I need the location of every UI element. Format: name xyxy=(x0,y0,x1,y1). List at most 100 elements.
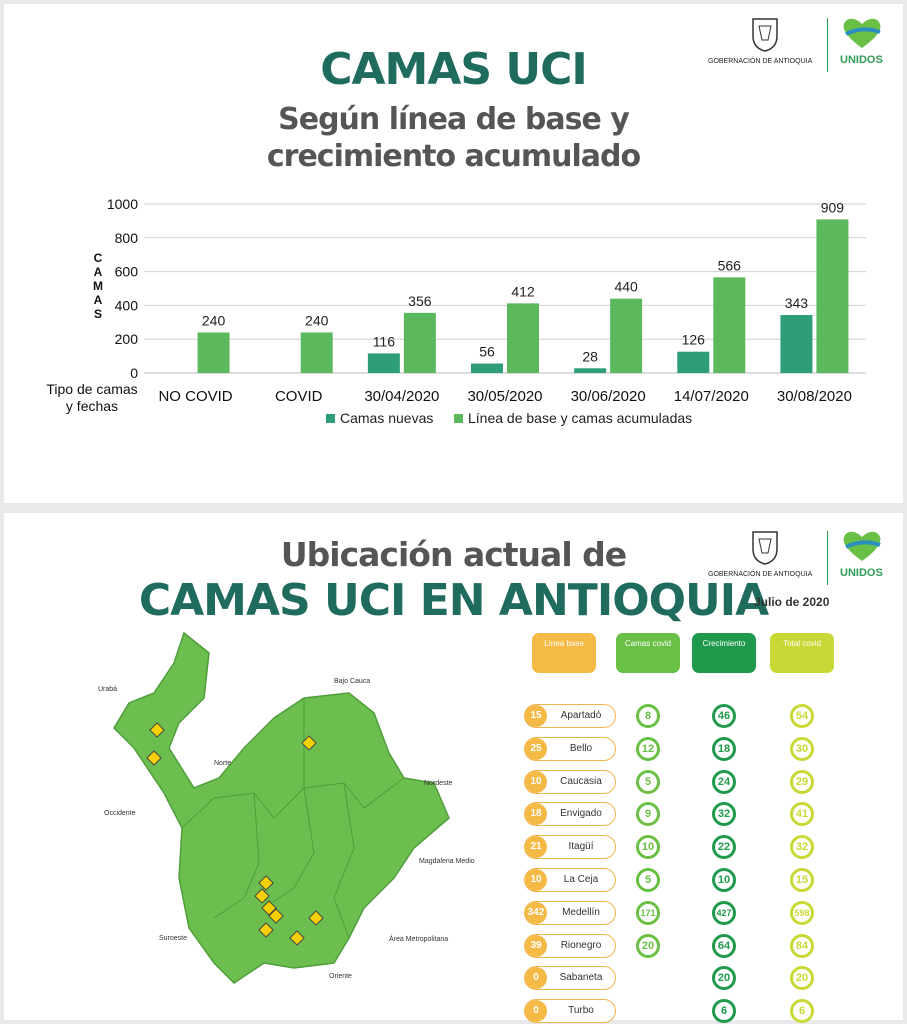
unidos-text: UNIDOS xyxy=(840,54,883,66)
bar-linea-base xyxy=(197,332,230,373)
legend-swatch xyxy=(326,414,335,423)
municipality-name: La Ceja xyxy=(563,874,599,885)
bar-linea-base xyxy=(610,298,643,373)
x-tick-label: 30/04/2020 xyxy=(364,388,439,405)
bar-camas-nuevas xyxy=(677,351,710,373)
y-tick-label: 1000 xyxy=(107,196,138,212)
column-header: Línea base xyxy=(532,633,596,673)
x-tick-label: 30/05/2020 xyxy=(467,388,542,405)
growth-value: 24 xyxy=(712,769,736,794)
bar-linea-base xyxy=(300,332,333,373)
bar-value-label: 909 xyxy=(821,199,845,215)
bar-value-label: 126 xyxy=(682,332,706,348)
x-tick-label: 30/06/2020 xyxy=(571,388,646,405)
base-value: 39 xyxy=(525,934,547,957)
unidos-text: UNIDOS xyxy=(840,567,883,579)
covid-value: 12 xyxy=(636,736,660,761)
hospital-marker-icon xyxy=(308,910,324,926)
covid-value: 5 xyxy=(636,769,660,794)
column-header: Total covid xyxy=(770,633,834,673)
map-title-line2: CAMAS UCI EN ANTIOQUIA xyxy=(138,575,769,626)
bar-camas-nuevas xyxy=(780,315,813,373)
coat-of-arms-icon xyxy=(752,531,778,565)
bar-value-label: 240 xyxy=(305,312,329,328)
region-label: Norte xyxy=(214,760,231,767)
bar-camas-nuevas xyxy=(574,368,607,373)
y-axis-label: CAMAS xyxy=(93,251,103,321)
bar-value-label: 116 xyxy=(373,333,396,349)
bar-value-label: 412 xyxy=(511,283,535,299)
gov-logo-text: GOBERNACIÓN DE ANTIOQUIA xyxy=(708,58,813,65)
municipality-name: Envigado xyxy=(560,808,602,820)
region-label: Oriente xyxy=(329,973,352,980)
legend-swatch xyxy=(454,414,463,423)
municipality-name: Medellín xyxy=(562,906,600,918)
y-axis-label-letter: S xyxy=(94,307,102,321)
growth-value: 64 xyxy=(712,933,736,958)
total-value: 84 xyxy=(790,933,814,958)
report-date: Julio de 2020 xyxy=(754,595,830,609)
x-tick-label: 30/08/2020 xyxy=(777,388,852,405)
total-value: 29 xyxy=(790,769,814,794)
gov-logo-text: GOBERNACIÓN DE ANTIOQUIA xyxy=(708,571,813,578)
hospital-marker-icon xyxy=(258,875,274,891)
unidos-heart-icon xyxy=(843,531,881,561)
chart-title: CAMAS UCI xyxy=(320,44,588,95)
bar-value-label: 343 xyxy=(785,295,809,311)
region-label: Occidente xyxy=(104,810,136,817)
total-value: 54 xyxy=(790,704,814,728)
covid-value: 10 xyxy=(636,835,660,860)
growth-value: 22 xyxy=(712,835,736,860)
municipality-name: Bello xyxy=(569,742,593,754)
base-value: 0 xyxy=(525,967,547,990)
covid-value: 171 xyxy=(636,900,660,925)
base-value: 342 xyxy=(525,901,547,924)
municipality-name: Caucasia xyxy=(560,775,602,787)
bar-camas-nuevas xyxy=(367,353,400,373)
x-tick-label: NO COVID xyxy=(158,388,232,405)
logo-divider xyxy=(827,531,828,585)
y-axis-label-letter: A xyxy=(94,293,103,307)
y-tick-label: 400 xyxy=(115,297,139,313)
map-panel: Ubicación actual de CAMAS UCI EN ANTIOQU… xyxy=(4,513,903,1024)
map-title-line1: Ubicación actual de xyxy=(280,535,627,574)
bar-camas-nuevas xyxy=(471,363,503,373)
region-label: Bajo Cauca xyxy=(334,678,370,685)
base-value: 10 xyxy=(525,770,547,793)
municipality-name: Rionegro xyxy=(560,939,602,951)
region-label: Nordeste xyxy=(424,780,453,787)
legend: Camas nuevas Línea de base y camas acumul… xyxy=(326,410,692,426)
x-axis-label-line1: Tipo de camas xyxy=(46,381,137,397)
gov-logo-2: GOBERNACIÓN DE ANTIOQUIA xyxy=(704,527,824,587)
bar-value-label: 566 xyxy=(718,257,742,273)
legend-label: Línea de base y camas acumuladas xyxy=(468,410,692,426)
bar-linea-base xyxy=(403,312,436,373)
growth-value: 427 xyxy=(712,900,736,925)
growth-value: 32 xyxy=(712,802,736,827)
region-label: Urabá xyxy=(98,686,117,693)
covid-value: 9 xyxy=(636,802,660,827)
y-axis-label-letter: C xyxy=(94,251,103,265)
unidos-logo-2: UNIDOS xyxy=(834,527,894,587)
growth-value: 46 xyxy=(712,704,736,728)
hospital-marker-icon xyxy=(146,750,162,766)
map-shape xyxy=(113,631,450,984)
y-tick-label: 600 xyxy=(115,264,139,280)
bar-linea-base xyxy=(507,303,539,373)
column-header: Camas covid xyxy=(616,633,680,673)
municipality-name: Apartadó xyxy=(560,710,602,721)
growth-value: 18 xyxy=(712,736,736,761)
hospital-marker-icon xyxy=(301,735,317,751)
base-value: 0 xyxy=(525,1000,547,1023)
bar-linea-base xyxy=(713,277,746,373)
total-value: 6 xyxy=(790,999,814,1024)
total-value: 20 xyxy=(790,966,814,991)
chart-panel: CAMAS UCI Según línea de base y crecimie… xyxy=(4,4,903,503)
chart-subtitle-line1: Según línea de base y xyxy=(278,102,630,137)
covid-value: 8 xyxy=(636,704,660,728)
bar-linea-base xyxy=(816,219,849,373)
total-value: 41 xyxy=(790,802,814,827)
coat-of-arms-icon xyxy=(752,18,778,52)
y-tick-label: 800 xyxy=(115,230,139,246)
